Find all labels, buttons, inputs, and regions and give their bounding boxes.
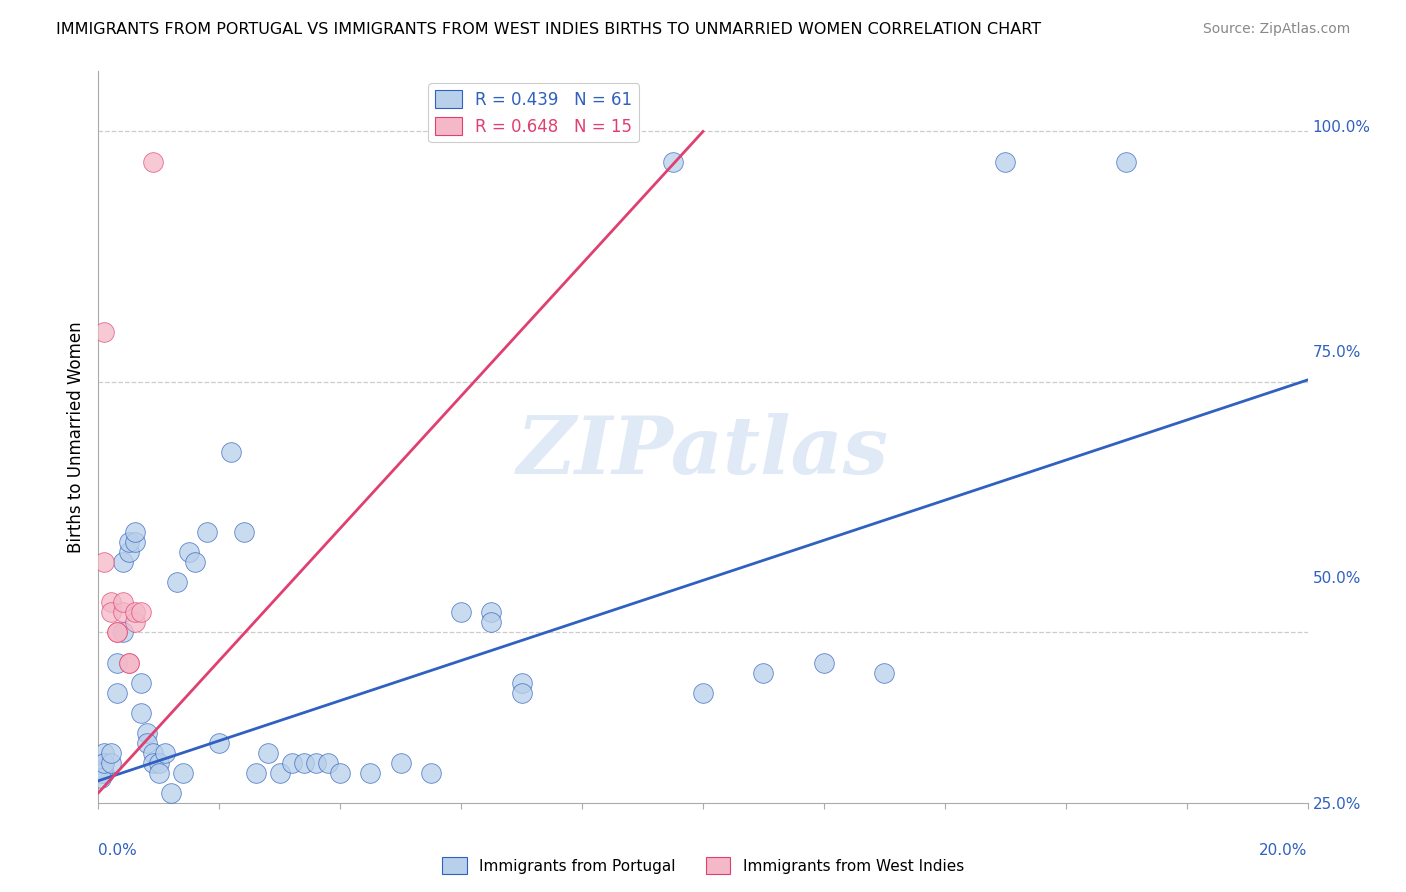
Point [208,736,231,750]
Text: Source: ZipAtlas.com: Source: ZipAtlas.com [1202,22,1350,37]
Point [118,656,141,670]
Text: IMMIGRANTS FROM PORTUGAL VS IMMIGRANTS FROM WEST INDIES BIRTHS TO UNMARRIED WOME: IMMIGRANTS FROM PORTUGAL VS IMMIGRANTS F… [56,22,1042,37]
Point [105,685,128,699]
Point [420,765,443,780]
Point [111,606,134,620]
Point [93,756,115,770]
Text: 0.0%: 0.0% [98,843,138,858]
Point [124,606,146,620]
Point [111,595,134,609]
Point [316,756,339,770]
Y-axis label: Births to Unmarried Women: Births to Unmarried Women [66,321,84,553]
Point [166,575,188,590]
Point [661,154,683,169]
Point [195,525,218,540]
Point [91,765,114,780]
Point [124,535,146,549]
Point [118,545,141,559]
Point [221,445,243,459]
Legend: R = 0.439   N = 61, R = 0.648   N = 15: R = 0.439 N = 61, R = 0.648 N = 15 [429,83,638,143]
Point [994,154,1017,169]
Point [90,771,112,785]
Point [111,625,134,640]
Point [129,706,152,720]
Point [124,525,146,540]
Point [135,736,157,750]
Point [91,761,114,775]
Point [105,625,128,640]
Point [450,606,472,620]
Point [129,675,152,690]
Point [292,756,315,770]
Point [93,746,115,760]
Point [100,746,122,760]
Point [281,756,304,770]
Point [142,746,165,760]
Point [135,725,157,739]
Point [105,656,128,670]
Point [93,325,115,339]
Point [389,756,412,770]
Point [100,595,122,609]
Text: 20.0%: 20.0% [1260,843,1308,858]
Point [179,545,201,559]
Text: ZIPatlas: ZIPatlas [517,413,889,491]
Point [105,625,128,640]
Point [93,765,115,780]
Point [153,746,176,760]
Point [245,765,267,780]
Point [100,606,122,620]
Point [93,756,115,770]
Point [172,765,194,780]
Point [142,154,165,169]
Point [481,615,503,630]
Point [510,675,533,690]
Point [752,665,775,680]
Point [602,886,624,892]
Point [813,656,835,670]
Point [540,855,562,870]
Point [1115,154,1137,169]
Point [100,756,122,770]
Point [111,555,134,569]
Legend: Immigrants from Portugal, Immigrants from West Indies: Immigrants from Portugal, Immigrants fro… [436,851,970,880]
Point [571,866,593,880]
Point [184,555,207,569]
Point [160,786,183,800]
Point [360,765,382,780]
Point [305,756,328,770]
Point [232,525,254,540]
Point [118,535,141,549]
Point [124,615,146,630]
Point [118,656,141,670]
Point [129,606,152,620]
Point [329,765,352,780]
Point [873,665,896,680]
Point [142,756,165,770]
Point [692,685,714,699]
Point [510,685,533,699]
Point [148,756,170,770]
Point [269,765,291,780]
Point [256,746,278,760]
Point [481,606,503,620]
Point [93,555,115,569]
Point [148,765,170,780]
